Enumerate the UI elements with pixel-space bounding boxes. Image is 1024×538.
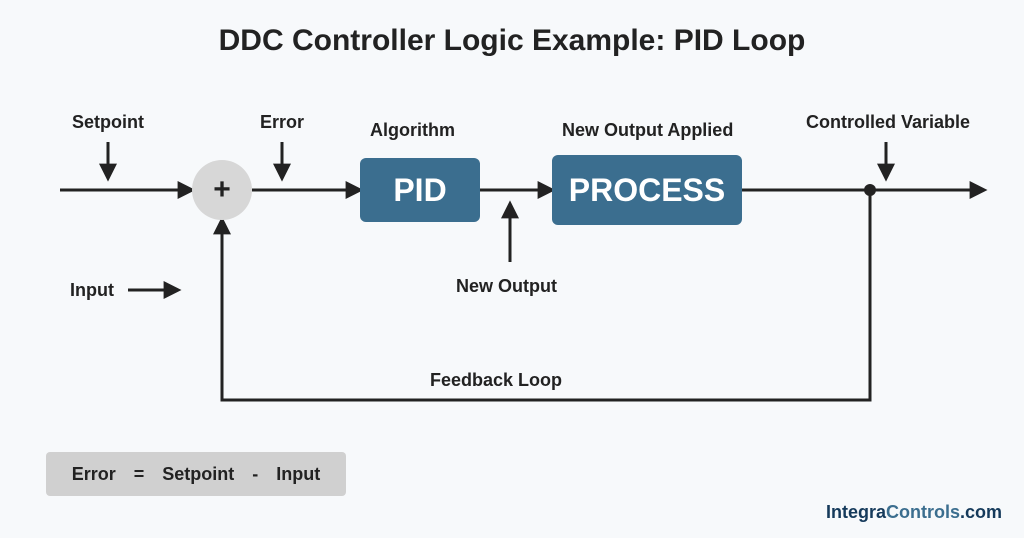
formula-text: Error=Setpoint-Input: [63, 464, 330, 485]
summing-junction: +: [192, 160, 252, 220]
process-block: PROCESS: [552, 155, 742, 225]
pid-block: PID: [360, 158, 480, 222]
label-new-output-applied: New Output Applied: [562, 120, 733, 141]
brand-logo: IntegraControls.com: [826, 502, 1002, 523]
summing-symbol: +: [213, 173, 231, 207]
process-block-label: PROCESS: [569, 172, 725, 209]
label-setpoint: Setpoint: [72, 112, 144, 133]
label-input: Input: [70, 280, 114, 301]
label-error: Error: [260, 112, 304, 133]
label-controlled-variable: Controlled Variable: [806, 112, 970, 133]
pid-block-label: PID: [393, 172, 446, 209]
label-algorithm: Algorithm: [370, 120, 455, 141]
label-feedback-loop: Feedback Loop: [430, 370, 562, 391]
label-new-output: New Output: [456, 276, 557, 297]
formula-box: Error=Setpoint-Input: [46, 452, 346, 496]
